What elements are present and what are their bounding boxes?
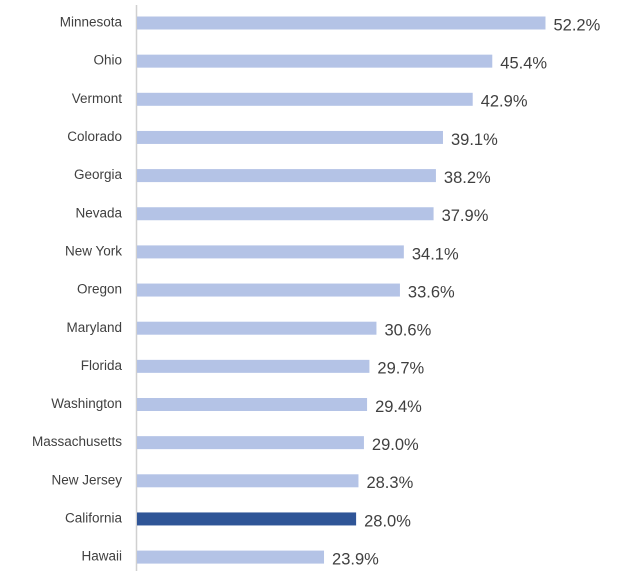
bar [137, 207, 434, 221]
category-label: Florida [81, 358, 123, 373]
bar [137, 474, 359, 488]
category-label: Hawaii [81, 549, 122, 564]
category-label: New Jersey [51, 472, 122, 487]
bar [137, 359, 370, 373]
bar [137, 169, 436, 183]
value-label: 23.9% [332, 550, 379, 568]
category-label: Maryland [66, 320, 122, 335]
value-label: 45.4% [500, 55, 547, 73]
value-label: 29.0% [372, 436, 419, 454]
bar [137, 16, 546, 30]
value-label: 28.0% [364, 512, 411, 530]
category-label: Nevada [75, 205, 122, 220]
bar [137, 512, 357, 526]
bar [137, 54, 493, 68]
bar [137, 550, 325, 564]
value-label: 30.6% [384, 322, 431, 340]
category-label: Georgia [74, 167, 123, 182]
value-label: 29.4% [375, 398, 422, 416]
bar [137, 245, 404, 259]
category-label: Washington [51, 396, 122, 411]
category-label: California [65, 511, 123, 526]
bar [137, 130, 443, 144]
bar [137, 436, 364, 450]
category-label: Colorado [67, 129, 122, 144]
category-label: Oregon [77, 282, 122, 297]
value-label: 33.6% [408, 283, 455, 301]
value-label: 37.9% [442, 207, 489, 225]
category-label: Ohio [93, 53, 122, 68]
bar [137, 92, 473, 106]
category-label: New York [65, 243, 122, 258]
value-label: 39.1% [451, 131, 498, 149]
category-label: Minnesota [60, 15, 123, 30]
value-label: 28.3% [366, 474, 413, 492]
value-label: 52.2% [553, 16, 600, 34]
bar [137, 321, 377, 335]
value-label: 34.1% [412, 245, 459, 263]
bar [137, 283, 400, 297]
bar [137, 398, 368, 411]
value-label: 29.7% [377, 360, 424, 378]
value-label: 38.2% [444, 169, 491, 187]
category-label: Massachusetts [32, 434, 122, 449]
value-label: 42.9% [481, 93, 528, 111]
category-label: Vermont [72, 91, 123, 106]
